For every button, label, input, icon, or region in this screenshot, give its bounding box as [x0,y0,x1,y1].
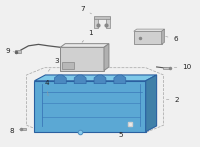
Polygon shape [60,47,104,71]
FancyBboxPatch shape [21,128,26,130]
Polygon shape [134,29,165,31]
Polygon shape [94,16,110,19]
Polygon shape [54,75,66,84]
Polygon shape [74,75,86,84]
Text: 6: 6 [166,36,178,42]
Polygon shape [162,29,165,44]
Polygon shape [134,31,162,44]
Polygon shape [94,75,106,84]
Polygon shape [114,75,126,84]
Text: 8: 8 [9,128,21,134]
FancyBboxPatch shape [163,66,170,69]
Text: 4: 4 [44,80,49,96]
Polygon shape [34,75,157,81]
Polygon shape [106,17,110,28]
Text: 2: 2 [166,97,179,103]
Text: 3: 3 [48,58,59,71]
Text: 1: 1 [82,30,93,42]
Text: 10: 10 [174,64,192,70]
Polygon shape [146,75,157,132]
Polygon shape [104,44,109,71]
Text: 7: 7 [80,6,92,14]
Polygon shape [34,81,146,132]
Polygon shape [94,17,98,28]
Polygon shape [62,62,74,69]
FancyBboxPatch shape [15,50,21,53]
Text: 5: 5 [119,127,128,138]
Text: 9: 9 [6,48,15,54]
Polygon shape [60,44,109,47]
